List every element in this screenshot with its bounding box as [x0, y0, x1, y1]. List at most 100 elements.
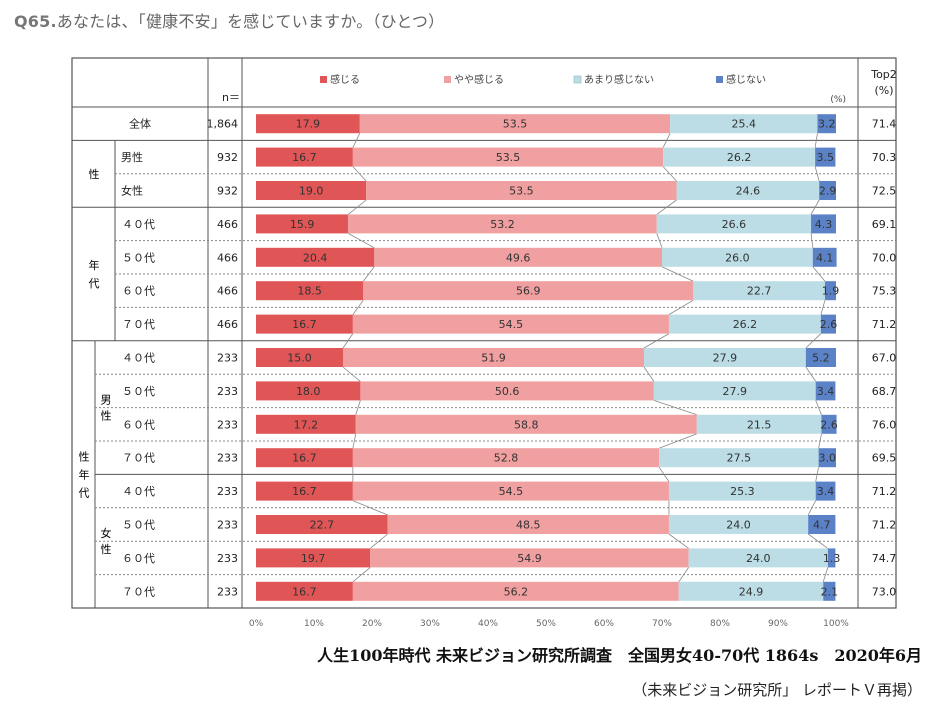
row-n: 233 — [217, 585, 238, 598]
bar-value-label: 17.9 — [296, 118, 321, 131]
bar-segment-4 — [820, 314, 836, 334]
svg-text:男: 男 — [101, 394, 112, 407]
connector-line — [352, 166, 367, 182]
connector-line — [818, 433, 822, 449]
connector-line — [678, 567, 690, 583]
bar-value-label: 1.9 — [822, 285, 840, 298]
x-tick-label: 60% — [594, 619, 614, 629]
bar-value-label: 54.9 — [517, 552, 542, 565]
bar-segment-1 — [256, 481, 353, 501]
bar-segment-1 — [256, 515, 388, 534]
bar-segment-2 — [374, 247, 662, 267]
bar-segment-3 — [668, 515, 809, 534]
bar-segment-4 — [815, 481, 836, 501]
bar-value-label: 2.9 — [819, 185, 837, 198]
x-tick-label: 40% — [478, 619, 498, 629]
row-n: 233 — [217, 552, 238, 565]
bar-value-label: 4.7 — [813, 519, 831, 532]
connector-line — [352, 299, 364, 315]
bar-value-label: 53.5 — [503, 118, 528, 131]
bar-value-label: 27.9 — [723, 385, 748, 398]
bar-segment-2 — [352, 581, 679, 601]
bar-segment-3 — [656, 214, 812, 234]
row-n: 932 — [217, 151, 238, 164]
bar-value-label: 4.1 — [816, 251, 834, 264]
bar-value-label: 3.2 — [818, 118, 836, 131]
bar-segment-2 — [360, 381, 654, 401]
bar-value-label: 2.1 — [821, 585, 839, 598]
bar-segment-1 — [256, 147, 353, 167]
connector-line — [352, 500, 388, 516]
connector-line — [812, 266, 826, 282]
x-tick-label: 90% — [768, 619, 788, 629]
legend-swatch-3 — [573, 75, 582, 84]
bar-segment-2 — [370, 548, 689, 568]
bar-segment-2 — [352, 448, 660, 468]
connector-line — [352, 433, 357, 449]
connector-line — [814, 166, 820, 182]
connector-line — [656, 199, 677, 215]
table-frame — [71, 57, 897, 609]
bar-segment-4 — [824, 281, 836, 301]
bar-value-label: 15.0 — [287, 352, 312, 365]
row-n: 233 — [217, 352, 238, 365]
bar-value-label: 19.0 — [299, 185, 324, 198]
credit-note: （未来ビジョン研究所」 レポートＶ再掲） — [632, 681, 922, 699]
bar-segment-2 — [363, 281, 694, 301]
row-label: ７０代 — [122, 318, 155, 331]
row-n: 1,864 — [207, 118, 239, 131]
svg-text:代: 代 — [89, 277, 100, 290]
bar-value-label: 54.5 — [499, 485, 524, 498]
bar-value-label: 16.7 — [292, 452, 317, 465]
connector-line — [348, 233, 375, 249]
svg-text:性: 性 — [101, 409, 112, 423]
bar-segment-3 — [688, 548, 828, 568]
row-n: 233 — [217, 485, 238, 498]
row-label: ５０代 — [122, 251, 155, 264]
bar-segment-1 — [256, 181, 367, 200]
bar-value-label: 25.3 — [730, 485, 755, 498]
connector-line — [352, 133, 361, 148]
bar-segment-4 — [818, 448, 836, 468]
row-n: 466 — [217, 318, 238, 331]
top2-unit: (%) — [874, 84, 893, 97]
x-tick-label: 70% — [652, 619, 672, 629]
row-label: 全体 — [129, 117, 151, 131]
svg-text:性: 性 — [79, 449, 90, 463]
x-tick-label: 10% — [304, 619, 324, 629]
bar-value-label: 16.7 — [292, 318, 317, 331]
connector-line — [822, 567, 829, 582]
bar-value-label: 54.5 — [499, 318, 524, 331]
row-label: ６０代 — [122, 285, 155, 298]
row-label: ７０代 — [122, 452, 155, 465]
row-label: ４０代 — [122, 218, 155, 231]
connector-line — [668, 533, 689, 549]
bar-segment-3 — [659, 448, 819, 468]
bar-segment-4 — [811, 214, 836, 234]
bar-value-label: 3.0 — [819, 452, 837, 465]
svg-text:年: 年 — [79, 467, 90, 481]
row-label: 女性 — [121, 184, 143, 198]
legend-label-4: 感じない — [726, 73, 766, 86]
row-top2: 69.5 — [872, 452, 897, 465]
group-label-nendai: 年代 — [89, 258, 100, 290]
x-tick-label: 30% — [420, 619, 440, 629]
connector-line — [643, 333, 670, 349]
row-label: ６０代 — [122, 418, 155, 431]
connector-line — [807, 500, 817, 516]
stacked-bar-chart: n＝Top2(%)(%)感じる やや感じる あまり感じない 感じない性年代性年代男性女… — [71, 57, 897, 629]
bar-value-label: 25.4 — [732, 118, 757, 131]
row-n: 466 — [217, 285, 238, 298]
question-text: あなたは、「健康不安」を感じていますか。（ひとつ） — [56, 12, 445, 31]
connector-line — [810, 233, 814, 248]
bar-segment-1 — [256, 114, 360, 134]
row-n: 233 — [217, 385, 238, 398]
connector-line — [810, 199, 820, 215]
svg-text:代: 代 — [79, 486, 90, 499]
bar-segment-2 — [352, 481, 669, 501]
row-n: 932 — [217, 185, 238, 198]
top2-header: Top2 — [870, 68, 897, 81]
connector-line — [342, 333, 354, 349]
bar-value-label: 15.9 — [290, 218, 315, 231]
row-top2: 71.2 — [872, 519, 897, 532]
